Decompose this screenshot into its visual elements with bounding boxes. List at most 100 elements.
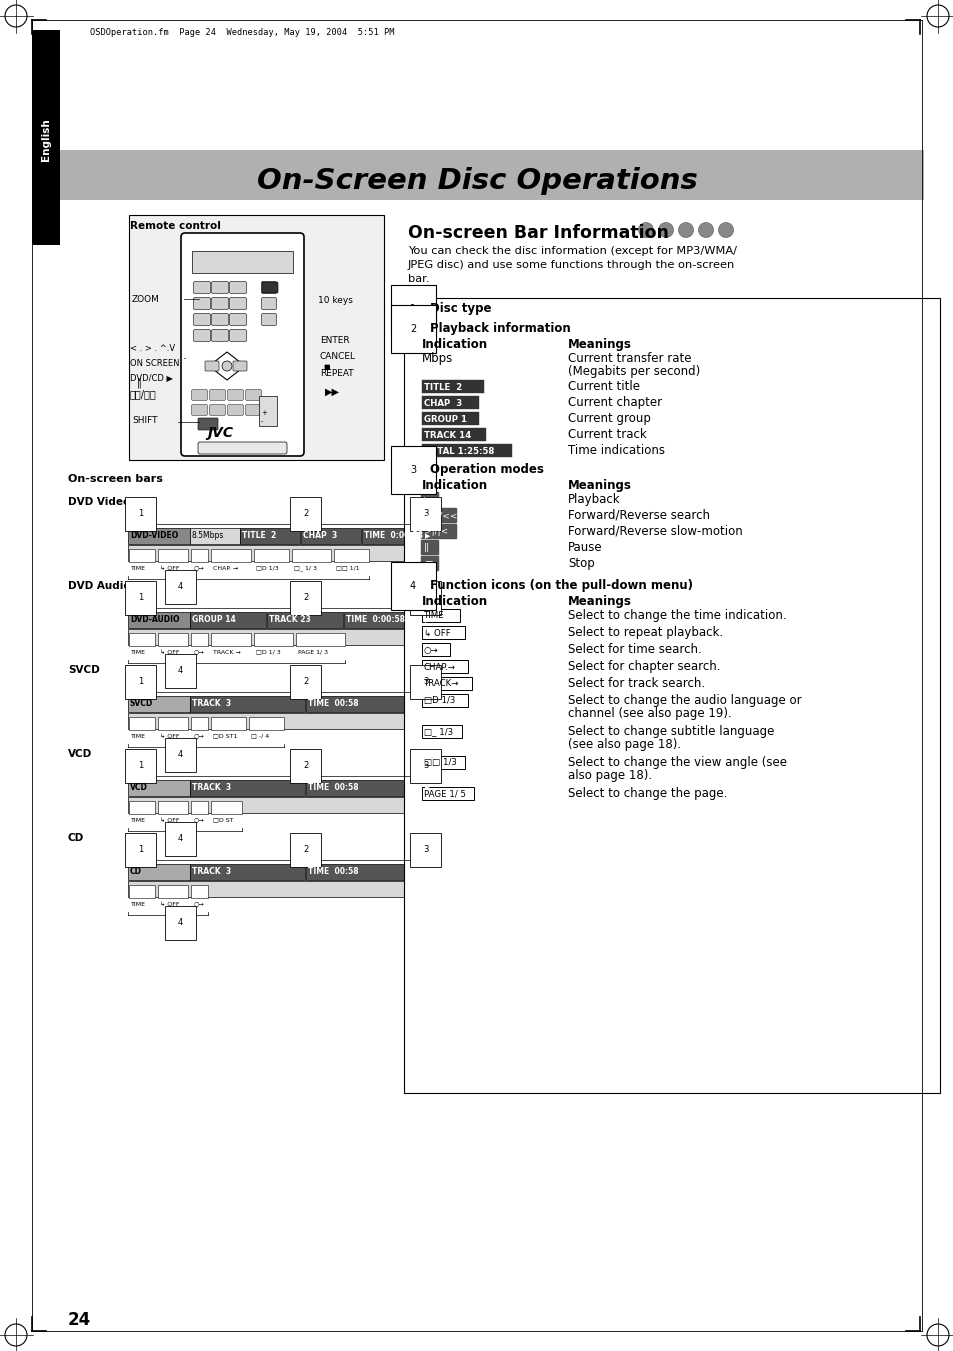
- Text: 3: 3: [422, 509, 428, 517]
- Text: 1: 1: [138, 593, 143, 603]
- FancyBboxPatch shape: [210, 389, 225, 400]
- Text: 2: 2: [303, 761, 308, 770]
- Text: DVD Video: DVD Video: [68, 497, 131, 507]
- Text: also page 18).: also page 18).: [567, 769, 652, 782]
- Text: □D 1/ 3: □D 1/ 3: [255, 650, 280, 654]
- FancyBboxPatch shape: [129, 634, 154, 646]
- Text: channel (see also page 19).: channel (see also page 19).: [567, 707, 731, 720]
- FancyBboxPatch shape: [422, 528, 433, 544]
- FancyBboxPatch shape: [192, 801, 209, 815]
- Text: 2: 2: [303, 677, 308, 686]
- Text: 4: 4: [178, 582, 183, 590]
- Text: Indication: Indication: [421, 480, 488, 492]
- FancyBboxPatch shape: [306, 780, 420, 796]
- FancyBboxPatch shape: [210, 404, 225, 416]
- Text: ▶: ▶: [424, 869, 430, 875]
- FancyBboxPatch shape: [292, 549, 331, 562]
- Text: ||: ||: [423, 543, 430, 553]
- FancyBboxPatch shape: [129, 215, 384, 459]
- Text: TRACK  3: TRACK 3: [192, 867, 231, 877]
- FancyBboxPatch shape: [421, 444, 512, 457]
- FancyBboxPatch shape: [193, 330, 211, 342]
- FancyBboxPatch shape: [190, 696, 305, 712]
- FancyBboxPatch shape: [421, 428, 485, 440]
- FancyBboxPatch shape: [403, 299, 939, 1093]
- Text: Select to change the time indication.: Select to change the time indication.: [567, 609, 786, 621]
- Text: (see also page 18).: (see also page 18).: [567, 738, 680, 751]
- FancyBboxPatch shape: [421, 725, 461, 738]
- Text: CD: CD: [130, 867, 142, 877]
- FancyBboxPatch shape: [227, 404, 243, 416]
- FancyBboxPatch shape: [212, 634, 251, 646]
- FancyBboxPatch shape: [245, 404, 261, 416]
- Text: TIME: TIME: [131, 650, 146, 654]
- Text: VCD: VCD: [68, 748, 92, 759]
- Text: >|/|<: >|/|<: [423, 527, 448, 536]
- Text: ZOOM: ZOOM: [132, 295, 160, 304]
- Text: □□ 1/1: □□ 1/1: [336, 566, 359, 570]
- Text: SVCD: SVCD: [68, 665, 100, 676]
- Text: Current group: Current group: [567, 412, 650, 426]
- Text: □D 1/3: □D 1/3: [255, 566, 278, 570]
- Text: TIME  00:58: TIME 00:58: [308, 784, 358, 793]
- FancyBboxPatch shape: [420, 524, 456, 539]
- FancyBboxPatch shape: [250, 717, 284, 730]
- Text: 1: 1: [138, 677, 143, 686]
- Text: □D ST1: □D ST1: [213, 734, 237, 739]
- Text: On-screen bars: On-screen bars: [68, 474, 163, 484]
- FancyBboxPatch shape: [60, 150, 923, 200]
- Text: Select to change the view angle (see: Select to change the view angle (see: [567, 757, 786, 769]
- FancyBboxPatch shape: [306, 696, 420, 712]
- Text: Disc type: Disc type: [430, 303, 491, 315]
- FancyBboxPatch shape: [129, 717, 154, 730]
- FancyBboxPatch shape: [261, 281, 276, 293]
- Circle shape: [658, 223, 673, 238]
- FancyBboxPatch shape: [212, 717, 246, 730]
- Text: 1: 1: [138, 761, 143, 770]
- Circle shape: [718, 223, 733, 238]
- Text: ○→: ○→: [193, 566, 204, 570]
- FancyBboxPatch shape: [192, 404, 208, 416]
- FancyBboxPatch shape: [192, 389, 208, 400]
- Text: □□ 1/3: □□ 1/3: [423, 758, 456, 767]
- Text: English: English: [41, 119, 51, 161]
- Text: Function icons (on the pull-down menu): Function icons (on the pull-down menu): [430, 580, 692, 592]
- Text: Indication: Indication: [421, 594, 488, 608]
- Text: SVCD: SVCD: [130, 700, 153, 708]
- Text: ○→: ○→: [193, 650, 204, 654]
- FancyBboxPatch shape: [128, 544, 433, 561]
- Text: SHIFT: SHIFT: [132, 416, 157, 426]
- Text: TRACK →: TRACK →: [213, 650, 241, 654]
- FancyBboxPatch shape: [158, 717, 189, 730]
- FancyBboxPatch shape: [421, 380, 483, 393]
- Text: ↳ OFF: ↳ OFF: [160, 566, 179, 570]
- FancyBboxPatch shape: [128, 713, 433, 730]
- FancyBboxPatch shape: [128, 865, 190, 880]
- Text: Select for chapter search.: Select for chapter search.: [567, 661, 720, 673]
- Text: Playback information: Playback information: [430, 322, 570, 335]
- Text: On-screen Bar Information: On-screen Bar Information: [408, 224, 668, 242]
- Circle shape: [222, 361, 232, 372]
- Text: Select to repeat playback.: Select to repeat playback.: [567, 626, 722, 639]
- Text: TRACK  3: TRACK 3: [192, 700, 231, 708]
- Text: DVD/CD ▶: DVD/CD ▶: [130, 373, 172, 382]
- Text: Mbps: Mbps: [421, 353, 453, 365]
- FancyBboxPatch shape: [267, 612, 343, 628]
- Text: Select to change the audio language or: Select to change the audio language or: [567, 694, 801, 707]
- Text: ↳ OFF: ↳ OFF: [160, 817, 179, 823]
- FancyBboxPatch shape: [261, 297, 276, 309]
- FancyBboxPatch shape: [421, 626, 464, 639]
- Text: CHAP  3: CHAP 3: [303, 531, 337, 540]
- FancyBboxPatch shape: [190, 865, 305, 880]
- Text: DVD-AUDIO: DVD-AUDIO: [130, 616, 179, 624]
- FancyBboxPatch shape: [421, 661, 468, 673]
- Circle shape: [678, 223, 693, 238]
- FancyBboxPatch shape: [245, 389, 261, 400]
- Text: ON SCREEN: ON SCREEN: [130, 359, 179, 367]
- Text: TIME: TIME: [423, 612, 444, 620]
- Text: GROUP 1: GROUP 1: [423, 415, 467, 423]
- Text: GROUP 14: GROUP 14: [192, 616, 235, 624]
- FancyBboxPatch shape: [128, 696, 190, 712]
- Text: Current transfer rate: Current transfer rate: [567, 353, 691, 365]
- Text: bar.: bar.: [408, 274, 429, 284]
